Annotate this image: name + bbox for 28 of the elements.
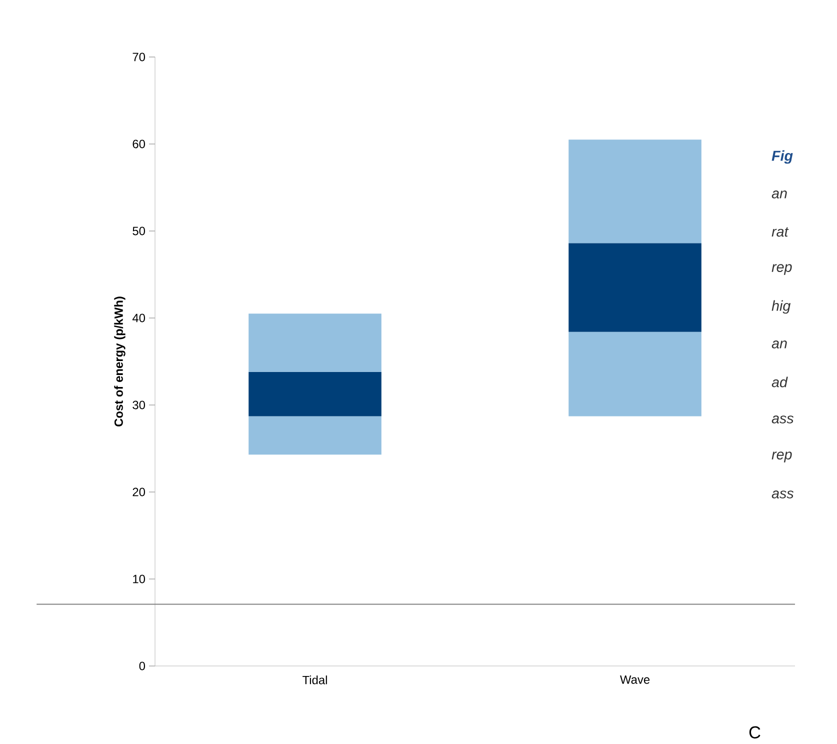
y-tick-label: 10 xyxy=(133,574,146,584)
annotation: an xyxy=(772,190,787,198)
y-tick-label: 60 xyxy=(132,140,146,148)
annotation: Fig xyxy=(772,150,793,164)
bar xyxy=(568,140,702,244)
bar xyxy=(248,372,382,416)
bar xyxy=(568,332,702,416)
y-tick-label: 30 xyxy=(132,400,146,410)
annotation: rat xyxy=(772,227,789,237)
annotation: an xyxy=(772,340,787,348)
y-tick-label: 70 xyxy=(132,52,146,62)
bar xyxy=(568,243,702,332)
annotation: ass xyxy=(772,490,794,498)
y-axis-title: Cost of energy (p/kWh) xyxy=(114,296,126,426)
y-tick-label: 50 xyxy=(132,226,146,236)
annotation: hig xyxy=(772,300,791,314)
bar xyxy=(248,416,382,455)
text: C xyxy=(749,726,760,738)
x-tick-label: Tidal xyxy=(302,676,327,684)
annotation: rep xyxy=(772,452,792,462)
y-tick-label: 0 xyxy=(139,662,146,670)
bar xyxy=(248,314,382,372)
y-tick-label: 20 xyxy=(132,488,146,496)
annotation: rep xyxy=(772,264,792,275)
x-tick-label: Wave xyxy=(620,676,650,684)
annotation: ad xyxy=(772,376,788,388)
y-tick-label: 40 xyxy=(132,314,146,322)
annotation: ass xyxy=(772,416,794,424)
